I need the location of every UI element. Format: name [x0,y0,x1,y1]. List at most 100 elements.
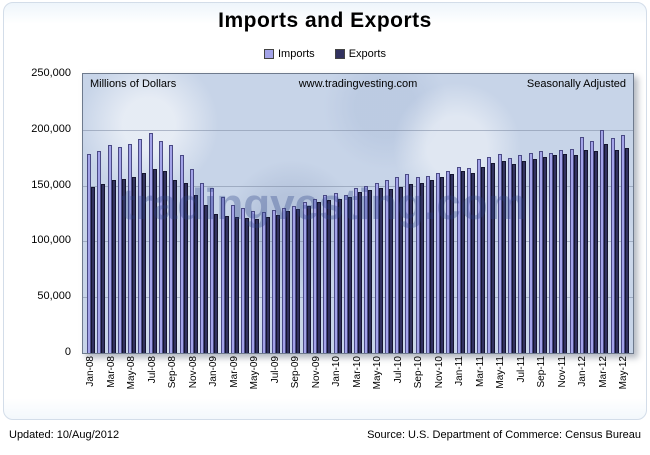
x-tick-label: May-11 [495,356,506,389]
bar-imports [189,168,194,353]
bar-imports [241,207,246,353]
legend: Imports Exports [0,48,650,60]
month-group [445,74,455,353]
bar-imports [487,156,492,353]
month-group [117,74,127,353]
bar-exports [152,168,157,353]
x-slot [588,354,598,412]
x-tick-label: Mar-10 [351,356,363,388]
bar-imports [148,133,153,353]
month-group [415,74,425,353]
footer-updated: Updated: 10/Aug/2012 [9,429,120,441]
bar-imports [436,173,441,353]
x-slot [342,354,352,412]
bar-imports [374,183,379,353]
x-tick-label: Nov-09 [310,356,322,389]
month-group [373,74,383,353]
bar-imports [333,193,338,353]
bar-exports [512,164,517,353]
x-slot: Jul-08 [147,354,158,412]
x-tick-label: May-08 [126,356,137,390]
legend-swatch-exports [334,49,345,59]
month-group [486,74,496,353]
x-slot: Jan-11 [454,354,465,412]
x-tick-label: Mar-12 [597,356,609,388]
bar-imports [354,187,359,353]
x-slot [404,354,414,412]
x-tick-label: Jan-11 [454,356,465,386]
bar-exports [501,161,506,353]
bar-exports [440,176,445,353]
bar-imports [220,196,225,353]
x-slot [199,354,209,412]
bar-exports [132,176,137,353]
month-group [168,74,178,353]
bar-imports [107,145,112,353]
x-slot: Nov-11 [557,354,568,412]
x-slot [117,354,127,412]
bar-imports [425,175,430,353]
y-tick-label: 50,000 [37,290,71,303]
bar-imports [559,149,564,353]
y-tick-label: 250,000 [31,67,71,79]
month-group [291,74,301,353]
x-slot [137,354,147,412]
bar-exports [624,147,629,353]
x-slot: Nov-10 [434,354,445,412]
month-group [558,74,568,353]
bar-imports [312,199,317,353]
bar-exports [481,166,486,353]
month-group [610,74,620,353]
bar-imports [538,151,543,353]
month-group [589,74,599,353]
bar-imports [395,176,400,353]
bar-exports [234,216,239,353]
bar-imports [549,153,554,353]
bar-imports [456,166,461,353]
month-group [189,74,199,353]
bar-exports [358,192,363,353]
month-group [271,74,281,353]
month-group [456,74,466,353]
x-slot [260,354,270,412]
x-axis-labels: Jan-08 Mar-08 May-08 Jul-08 Sep-08 Nov-08 Jan-… [82,354,632,412]
x-tick-label: Jul-11 [515,356,527,383]
bar-exports [460,171,465,353]
x-slot: Sep-09 [290,354,301,412]
x-slot: Jan-12 [577,354,588,412]
x-tick-label: Jul-08 [146,356,158,384]
x-slot [383,354,393,412]
bar-exports [193,194,198,353]
month-group [435,74,445,353]
x-slot: Mar-12 [598,354,609,412]
bar-exports [91,186,96,353]
bar-imports [282,207,287,353]
bar-imports [620,135,625,353]
month-group [517,74,527,353]
x-slot: May-08 [126,354,137,412]
month-group [281,74,291,353]
x-slot [424,354,434,412]
bar-exports [121,178,126,353]
bar-imports [415,176,420,353]
x-slot: May-12 [618,354,629,412]
month-group [394,74,404,353]
bar-exports [604,144,609,353]
x-slot [158,354,168,412]
x-slot [506,354,516,412]
x-slot: Sep-10 [413,354,424,412]
month-group [404,74,414,353]
month-group [343,74,353,353]
bar-exports [337,199,342,353]
bar-exports [162,171,167,353]
bar-imports [230,204,235,353]
bar-exports [275,214,280,353]
bar-imports [158,140,163,353]
x-slot: May-11 [495,354,506,412]
x-slot [322,354,332,412]
x-slot: Mar-08 [106,354,117,412]
x-slot: May-09 [249,354,260,412]
bar-imports [508,157,513,353]
bar-exports [563,154,568,353]
bar-imports [466,167,471,353]
